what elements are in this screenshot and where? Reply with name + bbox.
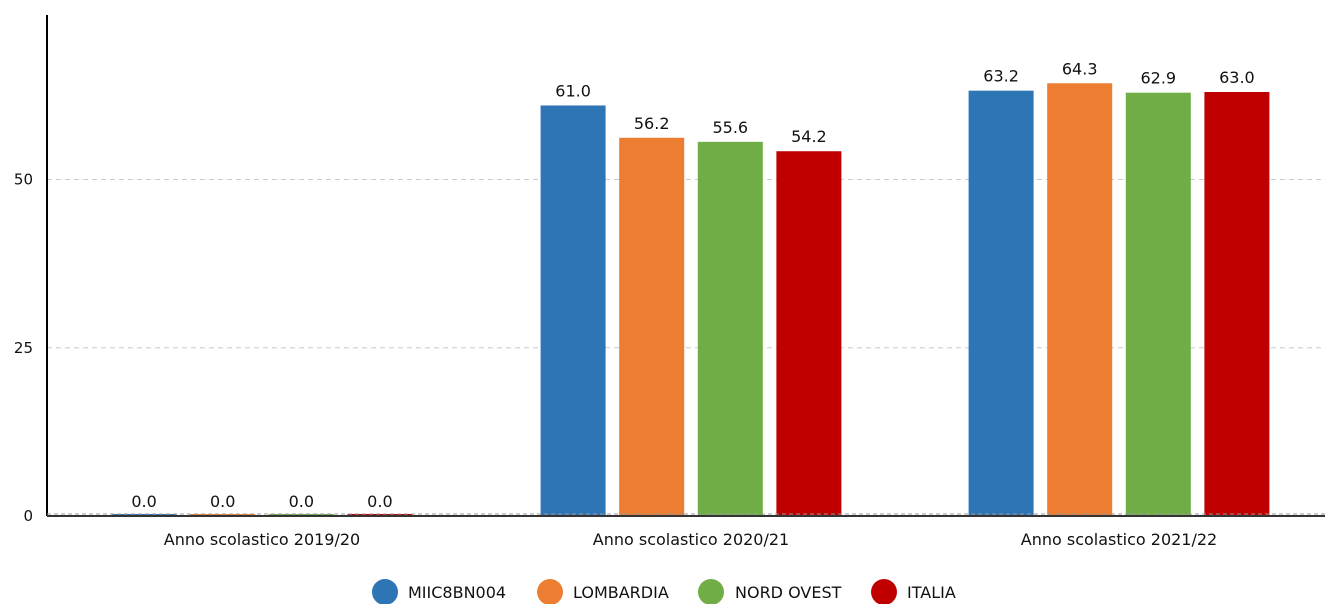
- data-label: 63.2: [983, 67, 1019, 86]
- legend-marker-nord-ovest: [698, 579, 724, 604]
- data-label: 63.0: [1219, 68, 1255, 87]
- bar-lombardia-1: [619, 137, 685, 517]
- y-tick-label: 0: [23, 507, 33, 525]
- data-label: 0.0: [289, 492, 314, 511]
- legend-marker-italia: [871, 579, 897, 604]
- legend-marker-lombardia: [537, 579, 563, 604]
- bar-lombardia-2: [1047, 83, 1113, 517]
- data-label: 61.0: [555, 81, 591, 100]
- bar-nord-ovest-1: [697, 141, 763, 516]
- data-label: 0.0: [210, 492, 235, 511]
- bar-italia-1: [776, 151, 842, 516]
- bar-italia-2: [1204, 92, 1270, 516]
- data-label: 64.3: [1062, 59, 1098, 78]
- y-tick-label: 50: [14, 171, 33, 189]
- x-category-label: Anno scolastico 2019/20: [164, 530, 360, 549]
- data-label: 56.2: [634, 114, 670, 133]
- bar-miic8bn004-2: [968, 90, 1034, 516]
- y-tick-label: 25: [14, 339, 33, 357]
- data-label: 0.0: [367, 492, 392, 511]
- legend-label: NORD OVEST: [735, 583, 842, 602]
- bar-nord-ovest-2: [1125, 92, 1191, 517]
- x-category-label: Anno scolastico 2020/21: [593, 530, 789, 549]
- legend-label: LOMBARDIA: [573, 583, 669, 602]
- legend-marker-miic8bn004: [372, 579, 398, 604]
- legend-label: ITALIA: [907, 583, 956, 602]
- legend-label: MIIC8BN004: [408, 583, 506, 602]
- bar-miic8bn004-1: [540, 105, 606, 516]
- data-label: 54.2: [791, 127, 827, 146]
- data-label: 55.6: [712, 118, 748, 137]
- data-label: 62.9: [1140, 69, 1176, 88]
- data-label: 0.0: [131, 492, 156, 511]
- x-category-label: Anno scolastico 2021/22: [1021, 530, 1217, 549]
